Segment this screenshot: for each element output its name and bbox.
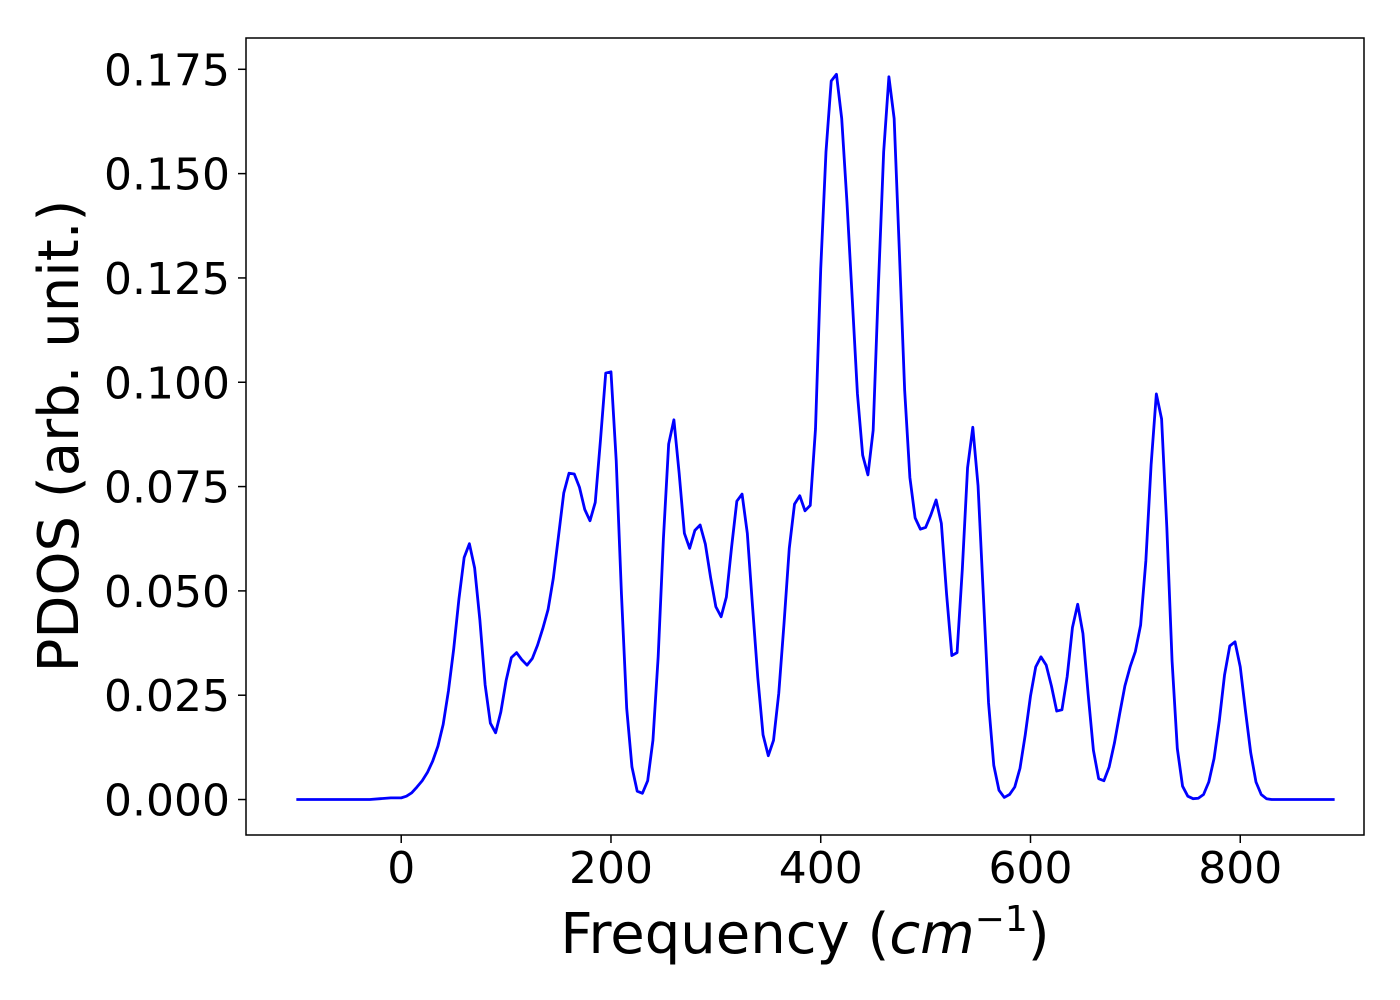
x-axis-label-close: ): [1028, 902, 1050, 967]
x-axis-label-math: cm: [889, 902, 974, 967]
x-tick-label: 400: [779, 843, 863, 894]
x-tick-label: 600: [988, 843, 1072, 894]
x-axis-label-text: Frequency (: [560, 902, 889, 967]
y-tick-label: 0.075: [104, 463, 230, 514]
y-tick-label: 0.175: [104, 45, 230, 96]
y-tick-label: 0.050: [104, 567, 230, 618]
y-tick-label: 0.025: [104, 671, 230, 722]
y-tick-label: 0.000: [104, 776, 230, 827]
y-tick-label: 0.150: [104, 150, 230, 201]
y-axis-label: PDOS (arb. unit.): [27, 200, 92, 673]
x-tick-label: 800: [1198, 843, 1282, 894]
y-axis-ticks: 0.000 0.025 0.050 0.075 0.100 0.125 0.150 0.175: [104, 45, 246, 827]
plot-frame: [245, 37, 1365, 836]
x-tick-label: 200: [569, 843, 653, 894]
pdos-series-line: [296, 72, 1335, 801]
x-axis-ticks: 0 200 400 600 800: [387, 835, 1282, 894]
y-tick-label: 0.100: [104, 358, 230, 409]
x-tick-label: 0: [387, 843, 415, 894]
y-tick-label: 0.125: [104, 254, 230, 305]
x-axis-label: Frequency (cm−1): [560, 899, 1049, 967]
x-axis-label-sup: −1: [975, 899, 1028, 940]
